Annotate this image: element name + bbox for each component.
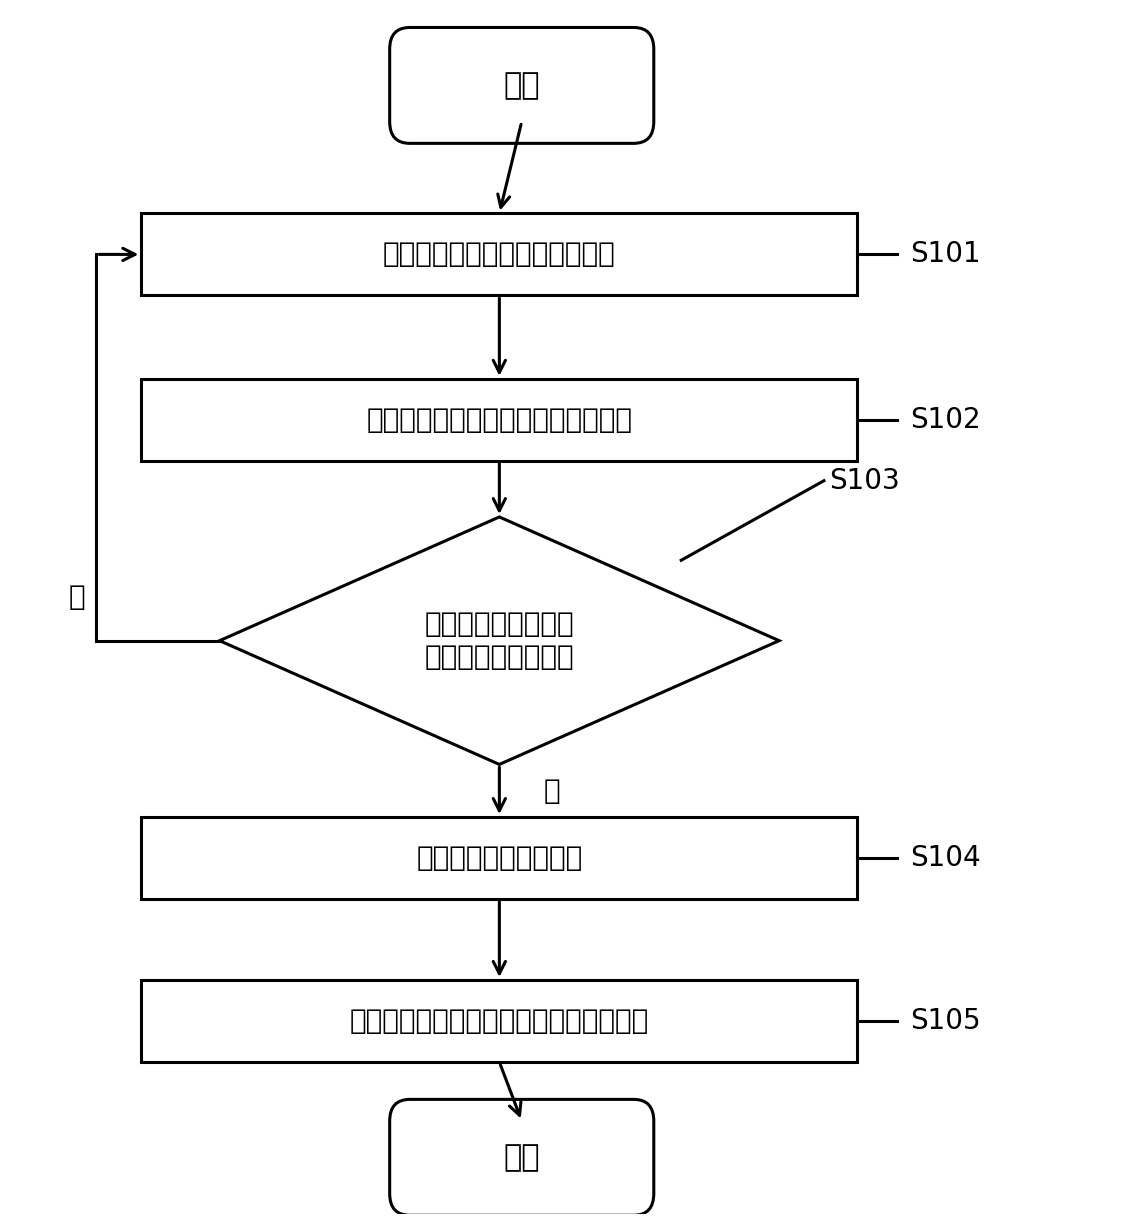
Text: S103: S103 bbox=[829, 466, 901, 495]
Bar bbox=[142, 980, 858, 1062]
Text: S104: S104 bbox=[910, 844, 981, 872]
Bar bbox=[142, 214, 858, 295]
Text: S105: S105 bbox=[910, 1007, 981, 1035]
Text: 根据比较结果判断反
应物残留量是否超标: 根据比较结果判断反 应物残留量是否超标 bbox=[425, 610, 574, 670]
Text: 结束: 结束 bbox=[503, 1143, 540, 1172]
Polygon shape bbox=[220, 516, 780, 764]
Text: 否: 否 bbox=[69, 582, 85, 610]
FancyBboxPatch shape bbox=[390, 1099, 654, 1215]
Text: S102: S102 bbox=[910, 405, 981, 433]
Bar bbox=[142, 817, 858, 899]
Bar bbox=[142, 379, 858, 460]
Text: 比较所获取的检测参数与预设的阈値: 比较所获取的检测参数与预设的阈値 bbox=[366, 405, 632, 433]
Text: 对样本分析仪进行清洗: 对样本分析仪进行清洗 bbox=[416, 844, 582, 872]
Text: S101: S101 bbox=[910, 241, 981, 269]
Text: 获取并存储检测项目的检测参数: 获取并存储检测项目的检测参数 bbox=[383, 241, 615, 269]
Text: 清洗操作后，对存储的检测参数进行清零: 清洗操作后，对存储的检测参数进行清零 bbox=[350, 1007, 649, 1035]
Text: 开始: 开始 bbox=[503, 71, 540, 100]
Text: 是: 是 bbox=[544, 777, 561, 805]
FancyBboxPatch shape bbox=[390, 27, 654, 143]
